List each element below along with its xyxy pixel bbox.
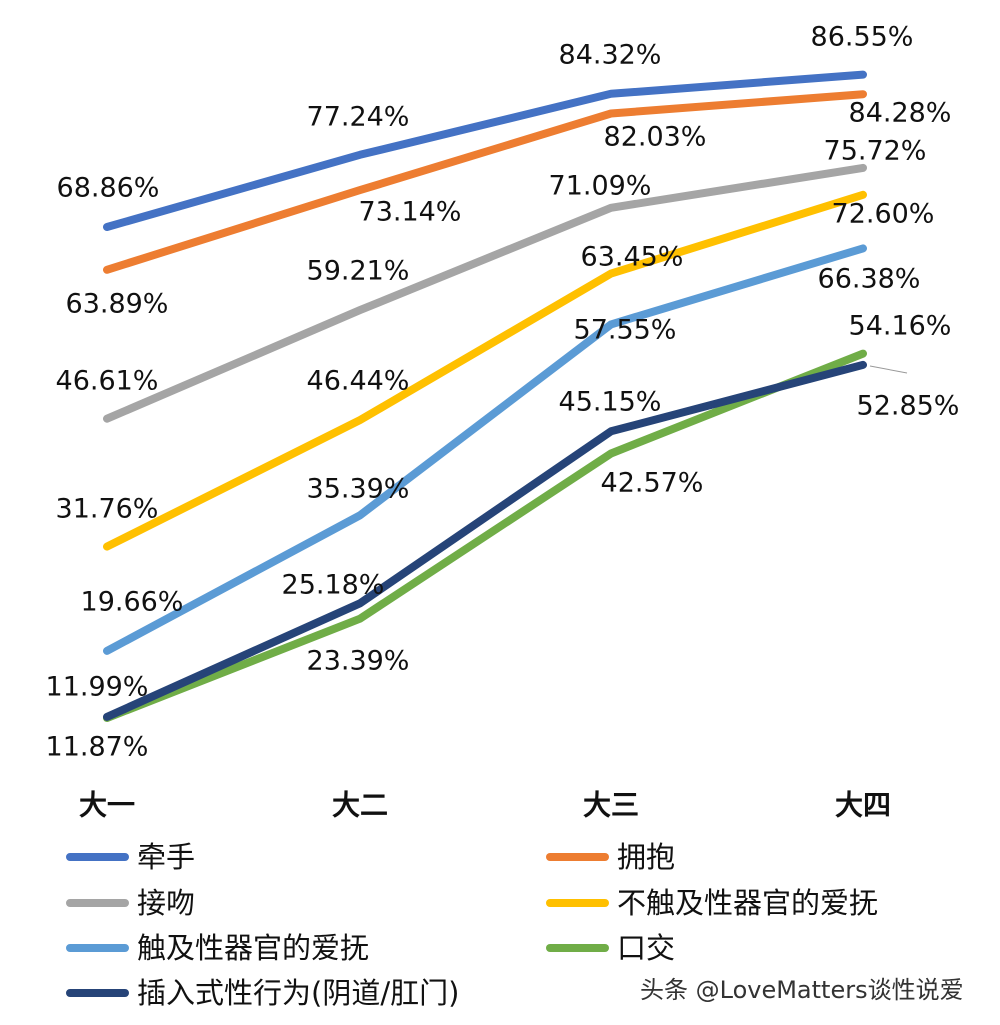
legend-entry: 口交 [617,931,675,965]
x-tick-label: 大一 [79,789,135,822]
x-tick-label: 大四 [835,789,891,822]
data-label: 23.39% [307,646,410,677]
data-label: 71.09% [549,171,652,202]
series-line-3 [103,190,867,551]
data-label: 82.03% [604,122,707,153]
data-label: 31.76% [56,494,159,525]
legend-entry: 触及性器官的爱抚 [137,931,369,965]
data-label: 11.87% [46,732,149,763]
legend-entry: 插入式性行为(阴道/肛门) [137,976,459,1010]
data-label: 73.14% [359,197,462,228]
data-label: 63.89% [66,289,169,320]
data-label: 72.60% [832,199,935,230]
data-label: 86.55% [811,22,914,53]
watermark: 头条 @LoveMatters谈性说爱 [640,976,964,1004]
data-label: 25.18% [282,570,385,601]
data-label: 63.45% [581,242,684,273]
data-label: 77.24% [307,102,410,133]
legend-entry: 接吻 [137,886,195,920]
series-line-4 [103,244,867,655]
data-label: 75.72% [824,136,927,167]
data-label: 45.15% [559,387,662,418]
leader-line [869,365,908,374]
data-label: 54.16% [849,311,952,342]
data-label: 84.32% [559,40,662,71]
data-label: 42.57% [601,468,704,499]
data-label: 84.28% [849,98,952,129]
data-label: 52.85% [857,391,960,422]
series-line-2 [103,163,867,423]
series-line-6 [103,360,867,721]
series-line-5 [103,349,867,722]
x-tick-label: 大三 [583,789,639,822]
legend-entry: 牵手 [137,840,195,874]
data-label: 11.99% [46,672,149,703]
series-line-0 [103,70,867,231]
series-line-1 [103,90,867,274]
data-label: 59.21% [307,256,410,287]
data-label: 19.66% [81,587,184,618]
legend-entry: 不触及性器官的爱抚 [617,886,878,920]
legend-entry: 拥抱 [617,840,675,874]
data-label: 66.38% [818,264,921,295]
data-label: 57.55% [574,315,677,346]
data-label: 46.44% [307,366,410,397]
data-label: 68.86% [57,173,160,204]
data-label: 35.39% [307,474,410,505]
data-label: 46.61% [56,366,159,397]
x-tick-label: 大二 [332,789,388,822]
